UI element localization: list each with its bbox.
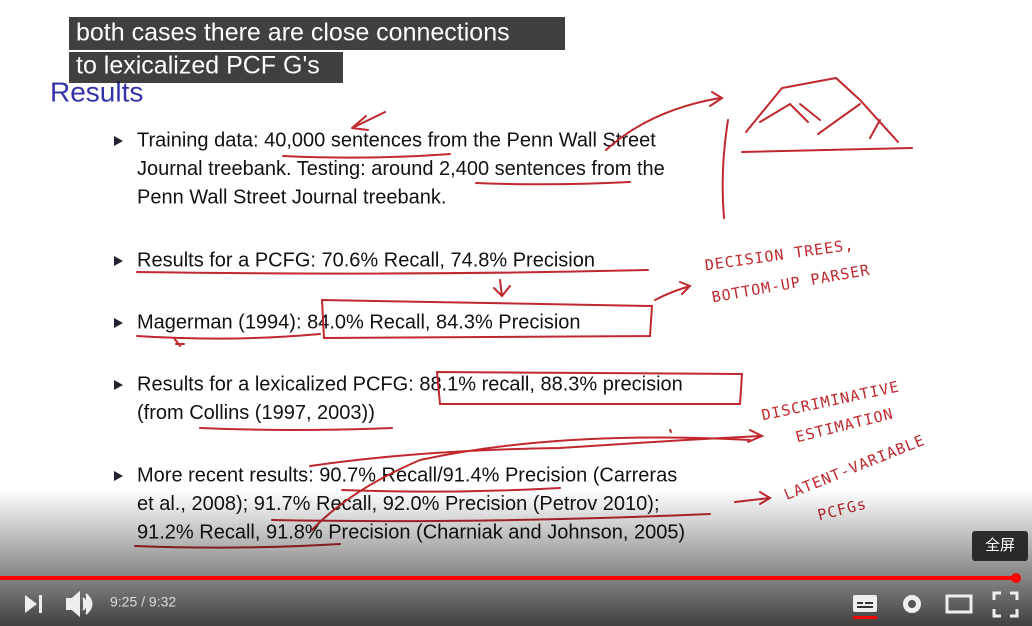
volume-button[interactable] (66, 590, 93, 618)
bullet-marker (114, 318, 123, 328)
caption-line: to lexicalized PCF G's (76, 52, 320, 80)
bullet-marker (114, 471, 123, 481)
caption-box (69, 52, 343, 83)
controls: 9:25 / 9:32 (25, 590, 1019, 619)
settings-button[interactable] (903, 595, 921, 613)
sketch-strokes (173, 76, 913, 531)
bullet-line: Results for a PCFG: 70.6% Recall, 74.8% … (137, 249, 595, 271)
fullscreen-button[interactable] (992, 591, 1019, 618)
progress-played (0, 576, 1016, 580)
bullet-line: Results for a lexicalized PCFG: 88.1% re… (137, 373, 683, 395)
theater-button[interactable] (945, 594, 973, 614)
tooltip-text: 全屏 (985, 536, 1015, 554)
caption-box (69, 17, 565, 50)
slide: Results Training data: 40,000 sentences … (50, 76, 685, 543)
bullet-line: Magerman (1994): 84.0% Recall, 84.3% Pre… (137, 311, 581, 333)
bullet-line: Journal treebank. Testing: around 2,400 … (137, 158, 665, 180)
captions: both cases there are close connections t… (69, 17, 565, 83)
bullet-marker (114, 380, 123, 390)
bullet-marker (114, 136, 123, 146)
underline-strokes (134, 153, 744, 549)
time-display: 9:25 / 9:32 (110, 594, 176, 610)
bullet-marker (114, 256, 123, 266)
bullet-line: More recent results: 90.7% Recall/91.4% … (137, 464, 677, 486)
bullet-line: Penn Wall Street Journal treebank. (137, 186, 446, 208)
tooltip (972, 531, 1028, 561)
caption-line: both cases there are close connections (76, 19, 510, 47)
scrubber[interactable] (1011, 573, 1021, 583)
subtitles-button[interactable] (853, 595, 877, 619)
bullet-line: (from Collins (1997, 2003)) (137, 402, 375, 424)
next-button[interactable] (25, 595, 42, 613)
bullet-line: Training data: 40,000 sentences from the… (137, 129, 656, 151)
